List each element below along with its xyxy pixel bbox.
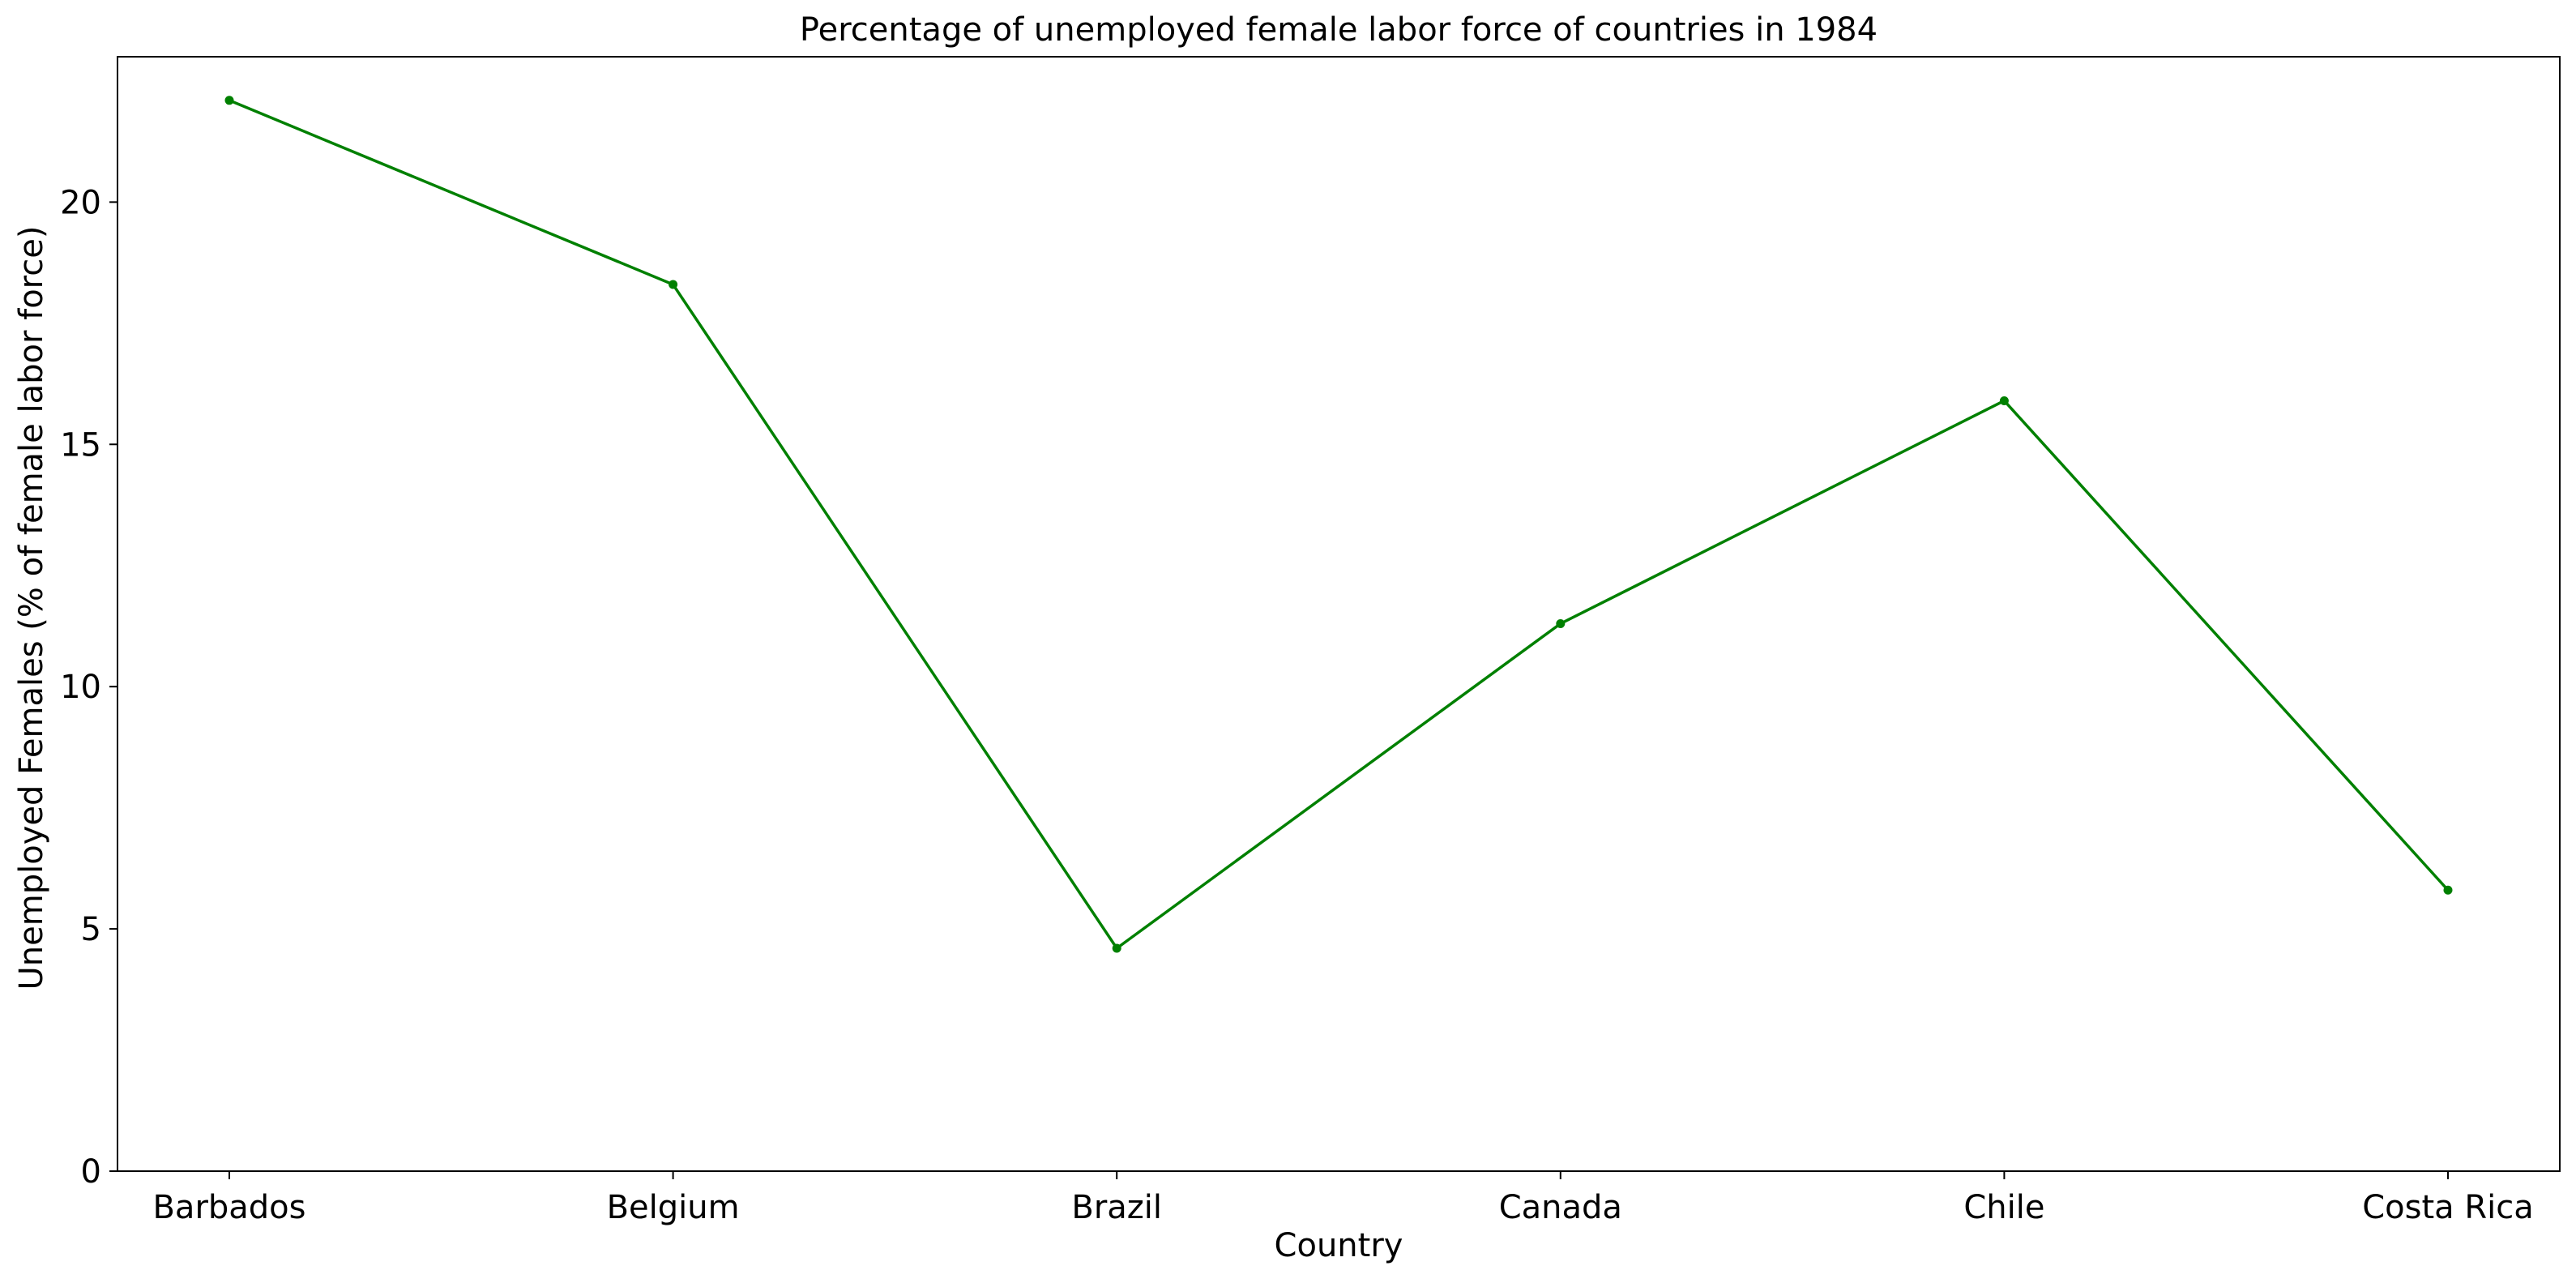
x-tick-label: Chile: [1963, 1189, 2044, 1226]
x-tick-label: Canada: [1499, 1189, 1622, 1226]
y-axis-label: Unemployed Females (% of female labor fo…: [13, 226, 50, 990]
data-point: [224, 96, 234, 105]
y-tick-label: 15: [60, 426, 101, 464]
data-point: [1112, 943, 1121, 953]
y-tick-label: 20: [60, 184, 101, 221]
x-axis-label: Country: [1275, 1227, 1403, 1264]
x-tick-label: Belgium: [607, 1189, 740, 1226]
x-tick-label: Brazil: [1071, 1189, 1162, 1226]
data-point: [1556, 618, 1566, 628]
data-point: [1999, 396, 2009, 405]
y-tick-label: 10: [60, 669, 101, 706]
series-line: [229, 99, 2450, 951]
data-point: [669, 280, 678, 289]
y-tick-label: 0: [81, 1153, 101, 1191]
y-tick-label: 5: [81, 911, 101, 948]
axes-frame: [117, 56, 2561, 1172]
x-tick-label: Costa Rica: [2362, 1189, 2534, 1226]
plot-area: 0 5 10 15 20 Barbados Belgium Brazil Canada Chile…: [60, 56, 2561, 1226]
data-point: [2443, 885, 2453, 895]
x-tick-label: Barbados: [152, 1189, 305, 1226]
chart-title: Percentage of unemployed female labor fo…: [800, 11, 1878, 49]
